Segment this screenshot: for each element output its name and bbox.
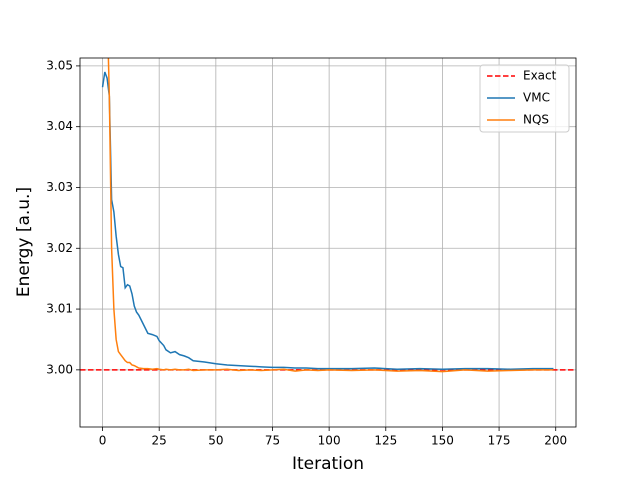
x-tick-label: 175: [488, 434, 511, 448]
legend-label: NQS: [523, 113, 549, 127]
x-tick-label: 50: [208, 434, 223, 448]
x-tick-label: 100: [318, 434, 341, 448]
x-tick-label: 75: [265, 434, 280, 448]
y-tick-label: 3.03: [46, 180, 73, 194]
legend-box: [479, 64, 570, 133]
plot-frame: [79, 57, 577, 428]
x-tick-label: 200: [544, 434, 567, 448]
y-axis-title: Energy [a.u.]: [14, 187, 34, 297]
series-line: [101, 71, 554, 370]
x-tick-label: 0: [99, 434, 107, 448]
x-tick-label: 25: [152, 434, 167, 448]
series-line: [107, 58, 554, 373]
legend-label: Exact: [523, 69, 557, 83]
plot-area: [80, 58, 576, 373]
x-tick-label: 150: [431, 434, 454, 448]
y-tick-label: 3.04: [46, 119, 73, 133]
legend-label: VMC: [523, 91, 550, 105]
x-tick-label: 125: [374, 434, 397, 448]
x-axis-title: Iteration: [292, 454, 364, 474]
y-tick-label: 3.00: [46, 362, 73, 376]
y-tick-label: 3.02: [46, 241, 73, 255]
y-tick-label: 3.05: [46, 58, 73, 72]
y-tick-label: 3.01: [46, 302, 73, 316]
